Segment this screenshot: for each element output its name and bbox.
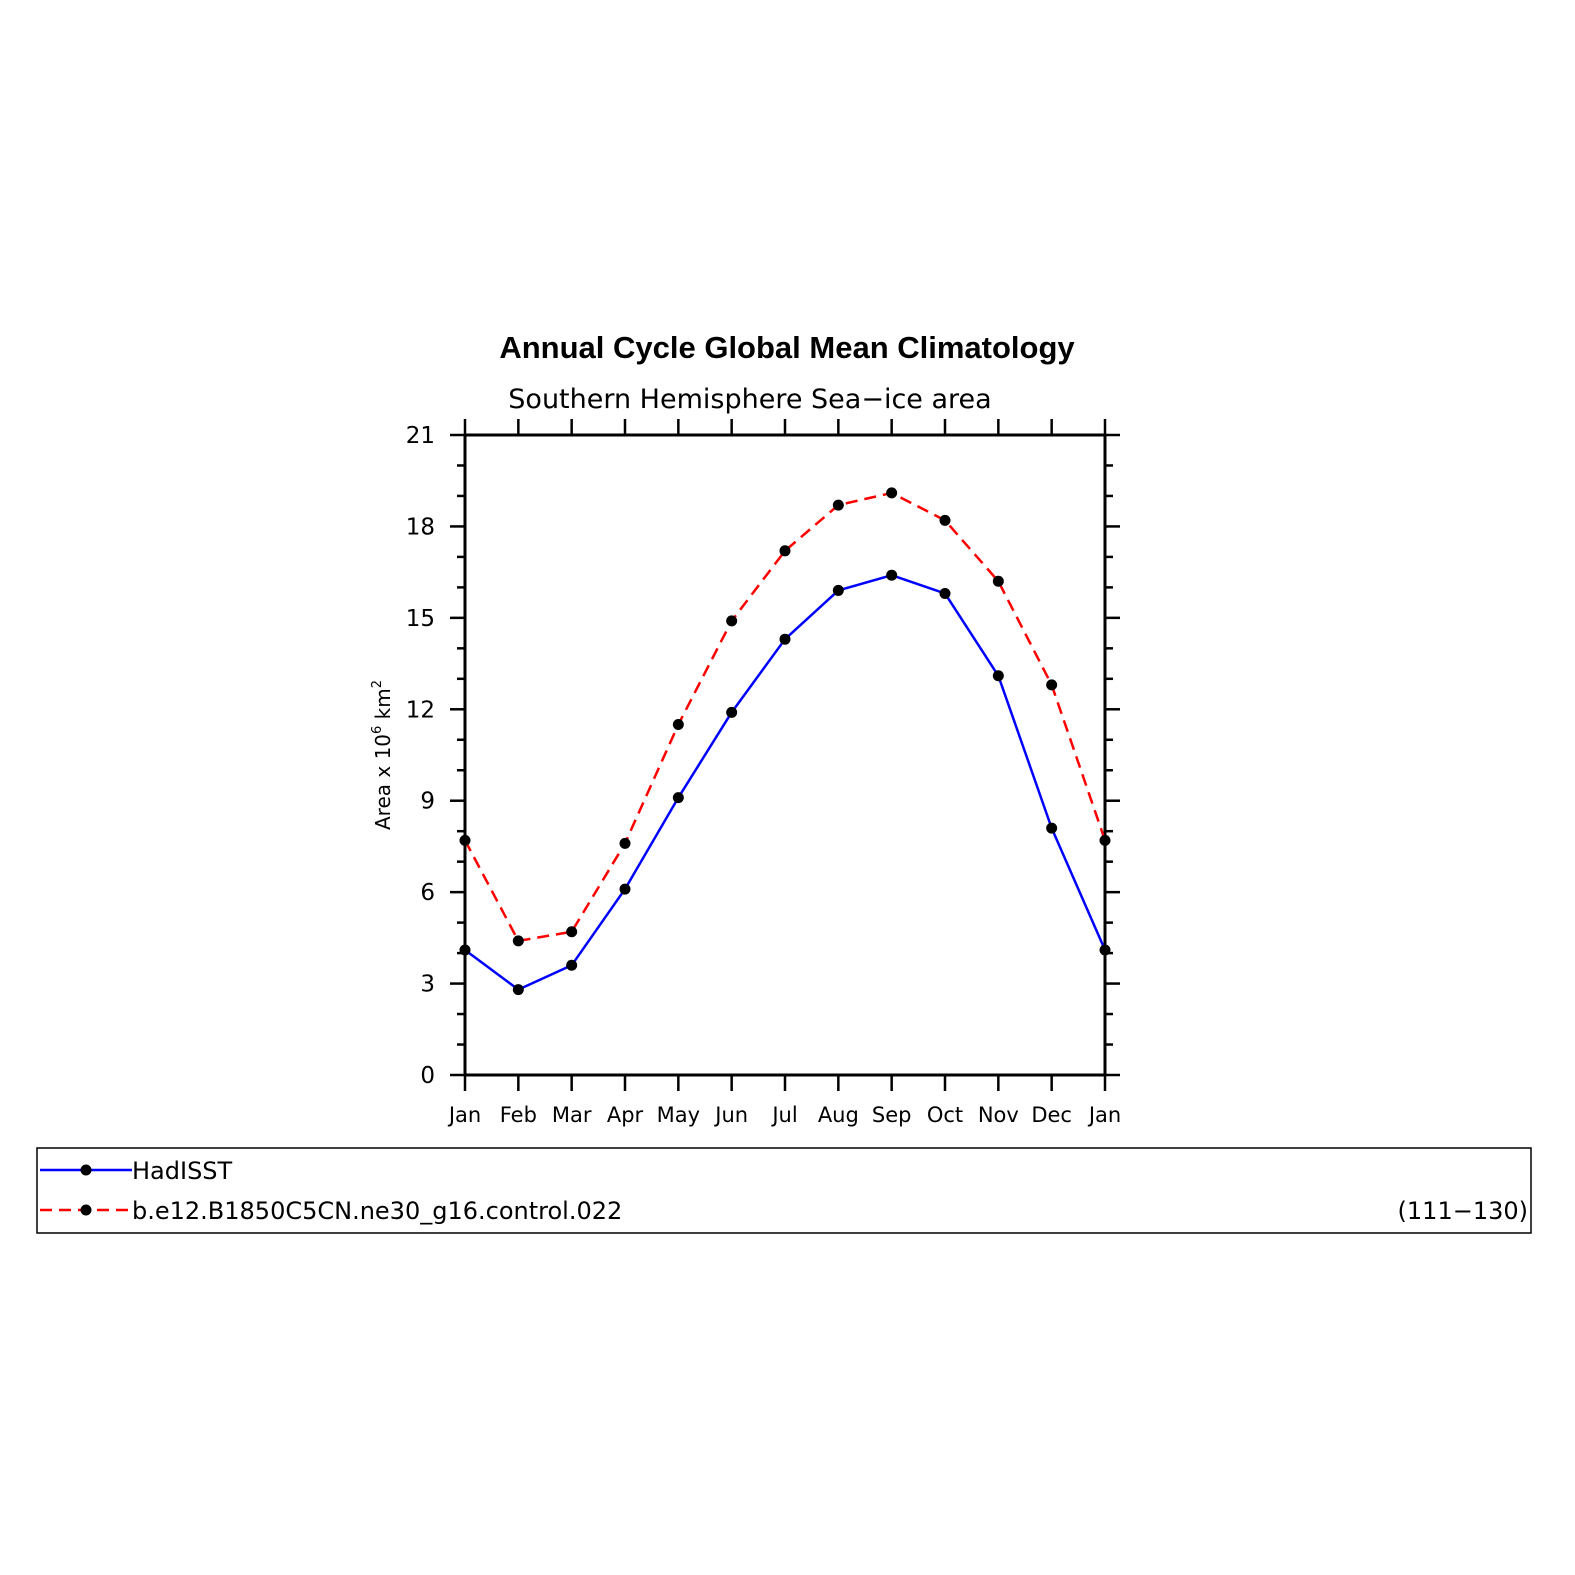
data-point — [1099, 834, 1111, 846]
data-point — [566, 926, 578, 938]
data-point — [726, 706, 738, 718]
y-tick-label: 9 — [420, 789, 435, 815]
y-axis-title-exponent-2: 2 — [370, 680, 385, 688]
y-axis-title-prefix: Area x 10 — [371, 734, 395, 830]
data-point — [886, 569, 898, 581]
legend-label: HadISST — [132, 1157, 233, 1185]
legend-marker — [80, 1164, 92, 1176]
legend-label: b.e12.B1850C5CN.ne30_g16.control.022 — [132, 1197, 622, 1225]
data-point — [1099, 944, 1111, 956]
data-point — [832, 499, 844, 511]
data-point — [1046, 822, 1058, 834]
data-point — [992, 575, 1004, 587]
data-point — [886, 487, 898, 499]
x-tick-label: Jul — [770, 1103, 797, 1127]
axes: 0 3 6 9 12 15 18 21 Jan Feb Mar Apr May Jun Jul Aug Sep O… — [406, 419, 1121, 1127]
chart-title: Annual Cycle Global Mean Climatology — [499, 330, 1075, 365]
legend-entry: b.e12.B1850C5CN.ne30_g16.control.022 (111… — [40, 1197, 1528, 1225]
data-point — [619, 883, 631, 895]
y-tick-label: 18 — [406, 514, 435, 540]
x-tick-label: Nov — [978, 1103, 1019, 1127]
data-point — [512, 984, 524, 996]
legend-entry: HadISST — [40, 1157, 233, 1185]
x-tick-label: Jan — [1087, 1103, 1121, 1127]
series-2-markers — [459, 487, 1111, 947]
legend-note: (111−130) — [1398, 1197, 1528, 1225]
y-tick-label: 3 — [420, 972, 435, 998]
data-point — [832, 584, 844, 596]
x-tick-label: Jun — [713, 1103, 748, 1127]
series-2 — [463, 491, 1107, 943]
data-point — [779, 633, 791, 645]
legend-marker — [80, 1204, 92, 1216]
data-point — [779, 545, 791, 557]
x-tick-label: Mar — [552, 1103, 592, 1127]
x-tick-label: Dec — [1031, 1103, 1072, 1127]
data-point — [459, 834, 471, 846]
x-tick-label: Oct — [927, 1103, 963, 1127]
y-tick-label: 12 — [406, 697, 435, 723]
x-tick-label: Feb — [500, 1103, 537, 1127]
y-axis-title-unit: km — [371, 688, 395, 725]
series-layer — [459, 487, 1111, 996]
y-tick-label: 15 — [406, 606, 435, 632]
data-point — [459, 944, 471, 956]
series-line — [463, 491, 1107, 943]
data-point — [992, 670, 1004, 682]
series-1-markers — [459, 569, 1111, 996]
data-point — [566, 959, 578, 971]
legend-box — [36, 1147, 1532, 1234]
data-point — [672, 792, 684, 804]
data-point — [672, 719, 684, 731]
data-point — [939, 514, 951, 526]
x-tick-label: Apr — [607, 1103, 644, 1127]
data-point — [1046, 679, 1058, 691]
x-tick-label: Jan — [447, 1103, 481, 1127]
y-tick-label: 21 — [406, 423, 435, 449]
x-tick-label: Aug — [818, 1103, 859, 1127]
y-axis-title: Area x 106 km2 — [370, 680, 395, 830]
chart-subtitle: Southern Hemisphere Sea−ice area — [508, 384, 991, 415]
y-tick-label: 0 — [420, 1063, 435, 1089]
x-tick-label: May — [657, 1103, 700, 1127]
data-point — [726, 615, 738, 627]
x-tick-label: Sep — [872, 1103, 912, 1127]
y-tick-label: 6 — [420, 880, 435, 906]
data-point — [512, 935, 524, 947]
data-point — [939, 587, 951, 599]
legend: HadISST b.e12.B1850C5CN.ne30_g16.control.… — [36, 1147, 1532, 1234]
y-axis-title-exponent-1: 6 — [370, 726, 385, 734]
plot-frame — [463, 433, 1107, 1077]
data-point — [619, 837, 631, 849]
